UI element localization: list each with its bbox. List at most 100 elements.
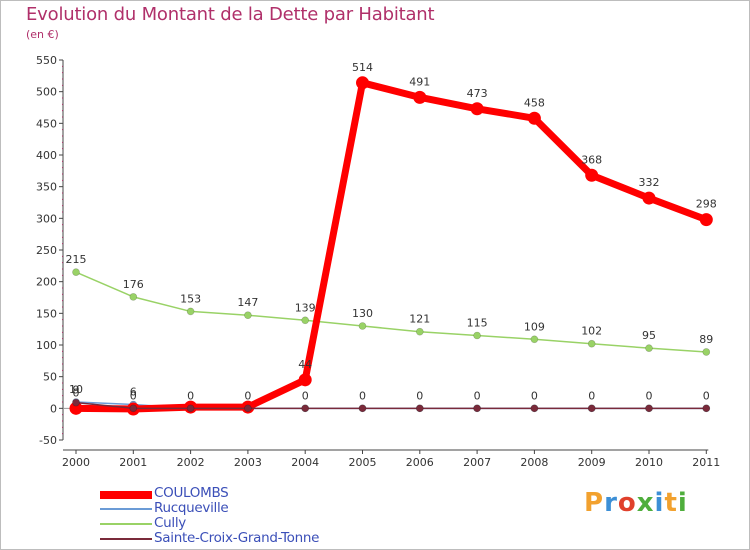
data-label-cully: 121 — [409, 313, 430, 326]
data-label-cully: 102 — [581, 325, 602, 338]
data-label-cully: 139 — [295, 301, 316, 314]
series-line-cully — [75, 271, 708, 353]
data-point-cully — [244, 311, 252, 320]
data-point-cully — [645, 344, 653, 352]
data-label-coulombs: 44 — [298, 358, 312, 371]
logo-letter: i — [654, 488, 665, 518]
proxiti-logo: Proxiti — [584, 488, 688, 518]
data-label-cully: 89 — [699, 333, 713, 346]
logo-letter: P — [584, 488, 605, 518]
data-label-rucqueville: 0 — [244, 389, 251, 402]
y-tick-label: 200 — [36, 276, 57, 289]
y-tick-label: 250 — [36, 244, 57, 257]
data-label-coulombs: 0 — [73, 386, 80, 399]
y-tick-label: 50 — [43, 371, 57, 384]
data-label-rucqueville: 0 — [187, 389, 194, 402]
x-tick-label: 2007 — [463, 456, 491, 469]
y-tick-label: 0 — [50, 402, 57, 415]
data-label-coulombs: 332 — [639, 176, 660, 189]
data-point-coulombs — [470, 102, 484, 116]
x-tick-label: 2011 — [692, 456, 720, 469]
y-tick-label: 300 — [36, 212, 57, 225]
chart-title: Evolution du Montant de la Dette par Hab… — [26, 4, 435, 25]
x-tick-label: 2008 — [520, 456, 548, 469]
data-point-sainte-croix-grand-tonne — [415, 404, 424, 413]
data-label-coulombs: 491 — [409, 75, 430, 88]
x-tick-label: 2002 — [177, 456, 205, 469]
legend-label-coulombs: COULOMBS — [154, 485, 229, 501]
data-label-coulombs: 458 — [524, 96, 545, 109]
data-point-cully — [415, 327, 424, 336]
data-label-sainte-croix-grand-tonne: 0 — [531, 389, 538, 402]
data-label-sainte-croix-grand-tonne: 0 — [588, 389, 595, 402]
x-tick-label: 2005 — [349, 456, 377, 469]
y-tick-label: 550 — [36, 54, 57, 67]
data-label-cully: 130 — [352, 307, 373, 320]
data-point-cully — [129, 293, 138, 301]
y-tick-label: -50 — [39, 434, 57, 447]
x-tick-label: 2006 — [406, 456, 434, 469]
data-point-sainte-croix-grand-tonne — [473, 404, 481, 413]
logo-letter: i — [677, 488, 688, 518]
x-tick-label: 2010 — [635, 456, 663, 469]
data-label-cully: 109 — [524, 320, 545, 333]
data-point-cully — [530, 335, 539, 344]
legend-swatch-rucqueville — [100, 508, 152, 510]
data-label-rucqueville: 10 — [69, 383, 83, 396]
data-point-coulombs — [69, 401, 83, 415]
data-label-cully: 147 — [237, 296, 258, 309]
data-point-cully — [587, 339, 596, 348]
data-point-cully — [473, 331, 481, 340]
series-line-sainte-croix-grand-tonne — [75, 401, 708, 410]
y-tick-label: 350 — [36, 181, 57, 194]
data-label-cully: 153 — [180, 292, 201, 305]
data-label-sainte-croix-grand-tonne: 9 — [73, 384, 80, 397]
data-point-cully — [72, 268, 80, 276]
data-label-sainte-croix-grand-tonne: 0 — [130, 389, 137, 402]
data-point-sainte-croix-grand-tonne — [301, 404, 310, 413]
data-point-coulombs — [356, 76, 369, 90]
legend-swatch-coulombs — [100, 491, 152, 499]
logo-letter: x — [636, 488, 655, 518]
legend-label-sainte-croix: Sainte-Croix-Grand-Tonne — [154, 530, 320, 546]
data-point-sainte-croix-grand-tonne — [645, 404, 653, 413]
data-point-sainte-croix-grand-tonne — [530, 404, 539, 413]
y-tick-label: 150 — [36, 307, 57, 320]
data-label-coulombs: 368 — [581, 153, 602, 166]
data-label-sainte-croix-grand-tonne: 0 — [302, 389, 309, 402]
data-point-sainte-croix-grand-tonne — [244, 404, 252, 413]
data-point-sainte-croix-grand-tonne — [186, 404, 195, 413]
data-point-cully — [186, 307, 195, 316]
data-label-sainte-croix-grand-tonne: 0 — [416, 389, 423, 402]
data-label-cully: 215 — [66, 253, 87, 266]
logo-letter: t — [664, 488, 678, 518]
x-tick-label: 2003 — [234, 456, 262, 469]
legend-swatch-cully — [100, 523, 152, 525]
data-point-sainte-croix-grand-tonne — [587, 404, 596, 413]
series-line-coulombs — [72, 79, 710, 413]
data-point-sainte-croix-grand-tonne — [72, 398, 80, 407]
data-label-coulombs: 473 — [467, 87, 488, 100]
data-label-sainte-croix-grand-tonne: 0 — [474, 389, 481, 402]
y-tick-label: 100 — [36, 339, 57, 352]
data-point-sainte-croix-grand-tonne — [702, 404, 711, 413]
logo-letter: o — [617, 488, 637, 518]
data-label-sainte-croix-grand-tonne: 0 — [703, 389, 710, 402]
data-point-sainte-croix-grand-tonne — [358, 404, 367, 413]
data-label-cully: 95 — [642, 329, 656, 342]
data-point-coulombs — [699, 213, 713, 227]
x-tick-label: 2000 — [62, 456, 90, 469]
legend-swatch-sainte-croix — [100, 538, 152, 540]
data-label-sainte-croix-grand-tonne: 0 — [646, 389, 653, 402]
x-tick-label: 2004 — [291, 456, 319, 469]
data-label-coulombs: 298 — [696, 198, 717, 211]
data-label-rucqueville: 6 — [130, 386, 137, 399]
x-tick-label: 2009 — [578, 456, 606, 469]
data-label-sainte-croix-grand-tonne: 0 — [359, 389, 366, 402]
data-point-cully — [358, 322, 367, 330]
data-point-cully — [702, 348, 711, 356]
data-point-cully — [301, 316, 310, 325]
data-point-coulombs — [585, 168, 599, 182]
y-tick-label: 400 — [36, 149, 57, 162]
